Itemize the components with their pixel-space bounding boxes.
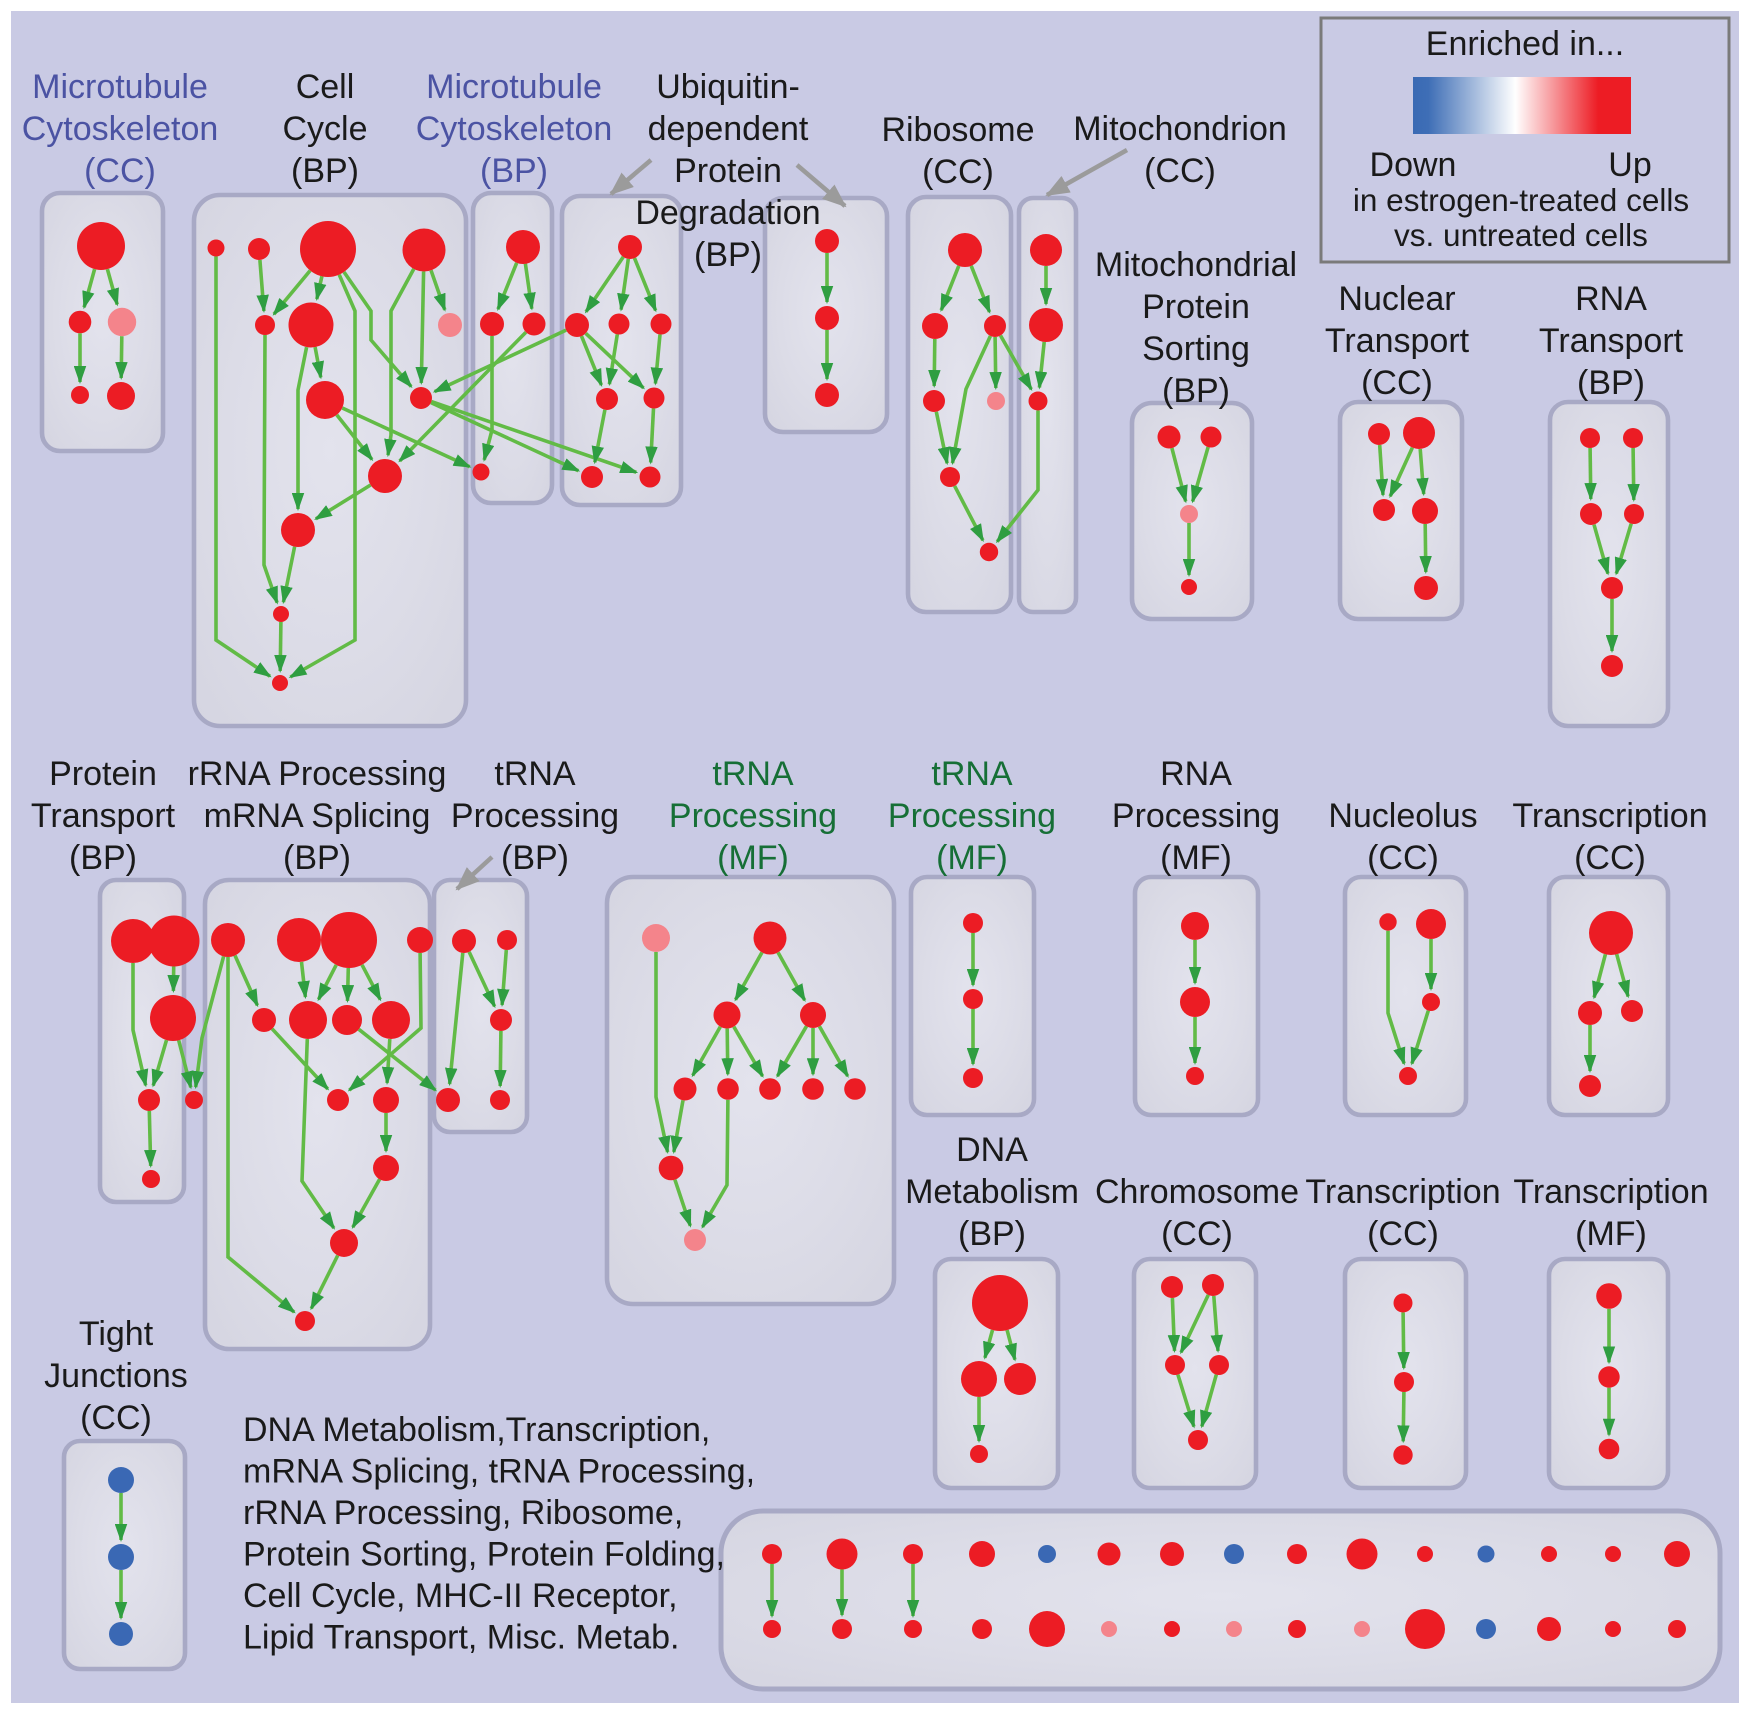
svg-text:Protein: Protein [674,152,782,190]
svg-text:in estrogen-treated cells: in estrogen-treated cells [1353,182,1689,218]
svg-text:Protein: Protein [49,755,157,793]
svg-text:Microtubule: Microtubule [426,68,602,106]
svg-text:Transport: Transport [1539,322,1684,360]
svg-text:(BP): (BP) [501,839,569,877]
svg-text:(BP): (BP) [694,236,762,274]
svg-text:mRNA Splicing, tRNA Processing: mRNA Splicing, tRNA Processing, [243,1453,755,1491]
svg-text:vs. untreated cells: vs. untreated cells [1394,217,1648,253]
svg-text:rRNA Processing: rRNA Processing [188,755,447,793]
svg-text:Cytoskeleton: Cytoskeleton [22,110,219,148]
svg-text:Transcription: Transcription [1512,797,1707,835]
svg-text:(BP): (BP) [1577,364,1645,402]
svg-text:Enriched in...: Enriched in... [1426,25,1624,63]
svg-text:Lipid Transport, Misc. Metab.: Lipid Transport, Misc. Metab. [243,1619,680,1657]
svg-text:dependent: dependent [648,110,809,148]
svg-text:Tight: Tight [79,1315,154,1353]
svg-text:Processing: Processing [1112,797,1280,835]
svg-text:(CC): (CC) [922,153,994,191]
svg-text:(CC): (CC) [84,152,156,190]
svg-text:(CC): (CC) [1361,364,1433,402]
svg-text:Degradation: Degradation [635,194,820,232]
svg-text:Nuclear: Nuclear [1338,280,1455,318]
svg-text:(BP): (BP) [480,152,548,190]
svg-text:Cell Cycle, MHC-II Receptor,: Cell Cycle, MHC-II Receptor, [243,1577,678,1615]
svg-text:(CC): (CC) [1161,1215,1233,1253]
svg-text:(BP): (BP) [283,839,351,877]
svg-text:Metabolism: Metabolism [905,1173,1079,1211]
svg-text:Sorting: Sorting [1142,330,1250,368]
svg-text:RNA: RNA [1575,280,1647,318]
svg-text:(CC): (CC) [1574,839,1646,877]
svg-text:Transcription: Transcription [1305,1173,1500,1211]
svg-text:Cycle: Cycle [282,110,367,148]
svg-text:Cell: Cell [296,68,355,106]
svg-text:Transcription: Transcription [1513,1173,1708,1211]
svg-text:DNA: DNA [956,1131,1028,1169]
svg-text:DNA Metabolism,Transcription,: DNA Metabolism,Transcription, [243,1411,710,1449]
svg-text:rRNA Processing, Ribosome,: rRNA Processing, Ribosome, [243,1494,683,1532]
svg-text:(MF): (MF) [717,839,789,877]
svg-text:(BP): (BP) [69,839,137,877]
svg-text:tRNA: tRNA [712,755,794,793]
svg-text:Cytoskeleton: Cytoskeleton [416,110,613,148]
svg-text:(CC): (CC) [80,1399,152,1437]
svg-text:(CC): (CC) [1367,839,1439,877]
svg-text:(MF): (MF) [936,839,1008,877]
svg-text:Processing: Processing [888,797,1056,835]
svg-text:(MF): (MF) [1160,839,1232,877]
svg-text:(BP): (BP) [291,152,359,190]
svg-text:(CC): (CC) [1144,152,1216,190]
svg-text:(MF): (MF) [1575,1215,1647,1253]
svg-text:Down: Down [1370,146,1457,184]
svg-text:(CC): (CC) [1367,1215,1439,1253]
svg-text:tRNA: tRNA [931,755,1013,793]
svg-text:Microtubule: Microtubule [32,68,208,106]
svg-text:Ribosome: Ribosome [881,111,1034,149]
svg-text:RNA: RNA [1160,755,1232,793]
svg-text:(BP): (BP) [958,1215,1026,1253]
svg-text:Processing: Processing [451,797,619,835]
svg-text:Ubiquitin-: Ubiquitin- [656,68,800,106]
svg-text:Nucleolus: Nucleolus [1328,797,1477,835]
svg-text:Junctions: Junctions [44,1357,188,1395]
svg-text:Protein: Protein [1142,288,1250,326]
svg-text:Protein Sorting, Protein Foldi: Protein Sorting, Protein Folding, [243,1536,725,1574]
svg-text:Transport: Transport [31,797,176,835]
svg-text:Transport: Transport [1325,322,1470,360]
svg-text:Processing: Processing [669,797,837,835]
svg-text:Up: Up [1608,146,1651,184]
svg-text:mRNA Splicing: mRNA Splicing [204,797,431,835]
svg-text:Mitochondrial: Mitochondrial [1095,246,1297,284]
svg-text:tRNA: tRNA [494,755,576,793]
svg-text:Mitochondrion: Mitochondrion [1073,110,1287,148]
svg-text:Chromosome: Chromosome [1095,1173,1299,1211]
svg-text:(BP): (BP) [1162,372,1230,410]
